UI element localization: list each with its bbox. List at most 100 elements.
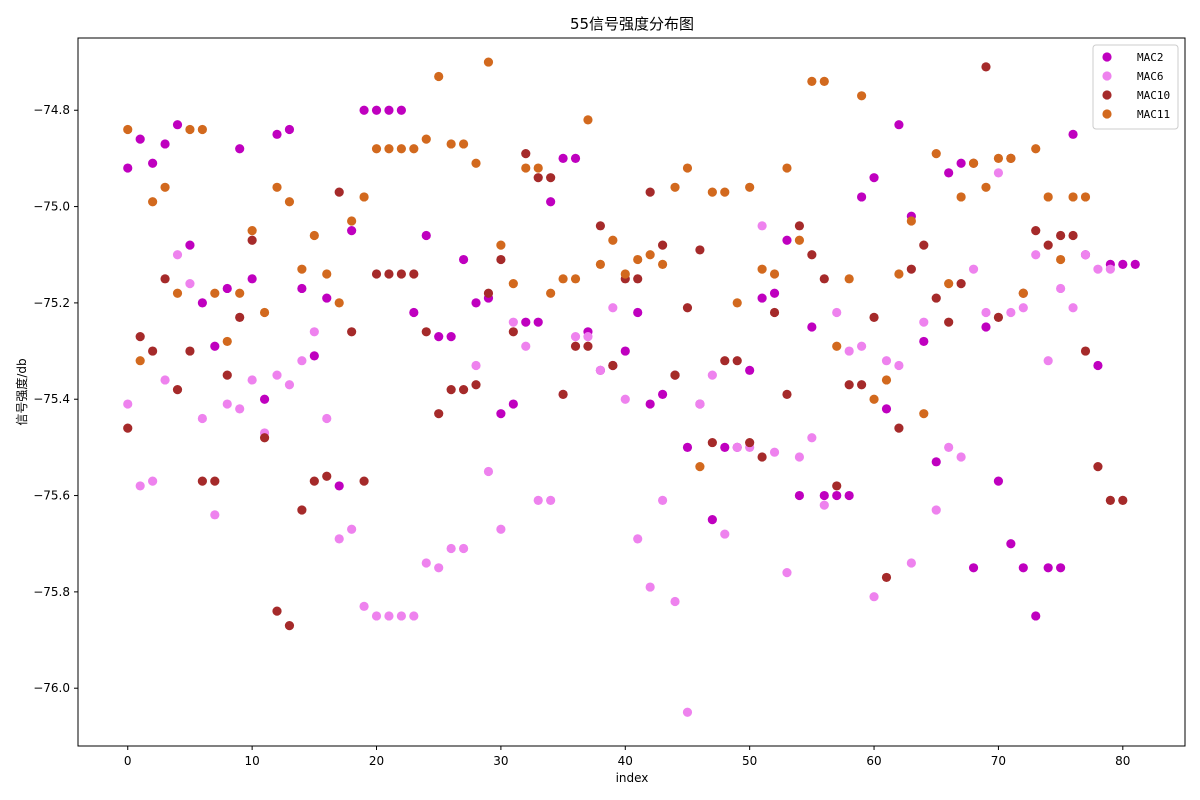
data-point-mac2 [1043,563,1053,573]
data-point-mac11 [1056,254,1066,265]
data-point-mac11 [620,269,630,279]
data-point-mac10 [732,356,742,366]
data-point-mac10 [944,317,954,327]
data-point-mac6 [197,413,207,424]
data-point-mac6 [794,452,805,462]
y-tick-label: −75.8 [33,585,70,599]
data-point-mac2 [1068,129,1078,139]
y-tick-label: −76.0 [33,681,70,695]
data-point-mac2 [210,341,220,351]
data-point-mac6 [322,413,332,424]
data-point-mac11 [222,336,232,347]
data-point-mac11 [844,274,854,284]
data-point-mac2 [434,332,444,342]
data-point-mac10 [782,389,792,400]
data-point-mac10 [148,346,158,356]
y-tick-label: −75.4 [33,392,70,406]
data-point-mac10 [695,245,705,255]
data-point-mac10 [334,187,344,197]
legend-box [1092,44,1179,130]
legend-marker [1102,52,1112,62]
data-point-mac10 [807,250,817,260]
data-point-mac11 [371,144,382,154]
data-point-mac6 [881,356,892,366]
data-point-mac2 [185,240,195,250]
data-point-mac11 [695,462,705,472]
data-point-mac2 [794,490,805,501]
data-point-mac2 [769,288,780,298]
data-point-mac10 [123,423,133,433]
data-point-mac6 [458,543,469,554]
data-point-mac6 [832,307,842,318]
data-point-mac11 [919,409,929,419]
data-point-mac6 [869,592,879,602]
data-point-mac10 [347,327,357,337]
data-point-mac10 [172,384,183,395]
data-point-mac2 [272,129,282,139]
data-point-mac10 [558,389,568,400]
data-point-mac6 [185,279,195,289]
data-point-mac10 [757,452,767,462]
data-point-mac6 [284,380,295,390]
data-point-mac10 [956,279,966,289]
data-point-mac11 [508,279,518,289]
data-point-mac6 [757,221,767,231]
plot-area [123,57,1140,717]
data-point-mac10 [1031,226,1041,236]
data-point-mac10 [1056,230,1066,241]
data-point-mac10 [259,433,270,443]
data-point-mac11 [720,187,730,197]
data-point-mac11 [570,274,581,284]
data-point-mac2 [259,394,270,404]
data-point-mac11 [421,134,431,144]
data-point-mac10 [272,606,282,616]
data-point-mac10 [720,356,730,366]
data-point-mac11 [881,375,892,385]
data-point-mac11 [558,274,568,284]
data-point-mac10 [583,341,593,351]
data-point-mac10 [434,409,444,419]
data-point-mac11 [857,91,867,101]
data-point-mac2 [1056,563,1066,573]
data-point-mac11 [160,182,170,192]
data-point-mac6 [247,375,257,385]
data-point-mac2 [458,254,469,265]
data-point-mac11 [135,356,145,366]
data-point-mac2 [881,404,892,414]
data-point-mac2 [322,293,332,303]
data-point-mac2 [707,515,717,525]
data-point-mac2 [172,120,183,130]
data-point-mac11 [197,124,207,135]
data-point-mac11 [968,158,979,168]
data-point-mac2 [682,442,693,452]
data-point-mac11 [1068,192,1078,202]
data-point-mac2 [807,322,817,332]
data-point-mac2 [993,476,1004,486]
data-point-mac6 [670,596,680,607]
data-point-mac11 [334,298,344,308]
data-point-mac10 [396,269,406,279]
data-point-mac6 [1031,250,1041,260]
data-point-mac2 [745,365,755,375]
x-tick-label: 70 [991,754,1006,768]
data-point-mac10 [745,437,755,448]
data-point-mac10 [682,303,693,313]
data-point-mac2 [757,293,767,303]
data-point-mac10 [794,221,805,231]
data-point-mac6 [1080,250,1091,260]
x-tick-label: 80 [1115,754,1130,768]
data-point-mac10 [633,274,643,284]
data-point-mac2 [645,399,655,409]
x-tick-label: 30 [493,754,508,768]
legend-label: MAC11 [1137,108,1170,121]
data-point-mac2 [284,124,295,135]
plot-frame [77,37,1186,747]
y-tick-label: −75.2 [33,296,70,310]
data-point-mac10 [247,235,257,245]
data-point-mac6 [807,433,817,443]
data-point-mac6 [782,568,792,578]
data-point-mac10 [608,360,618,371]
data-point-mac6 [371,611,382,621]
data-point-mac10 [869,312,879,322]
data-point-mac10 [1080,346,1091,356]
